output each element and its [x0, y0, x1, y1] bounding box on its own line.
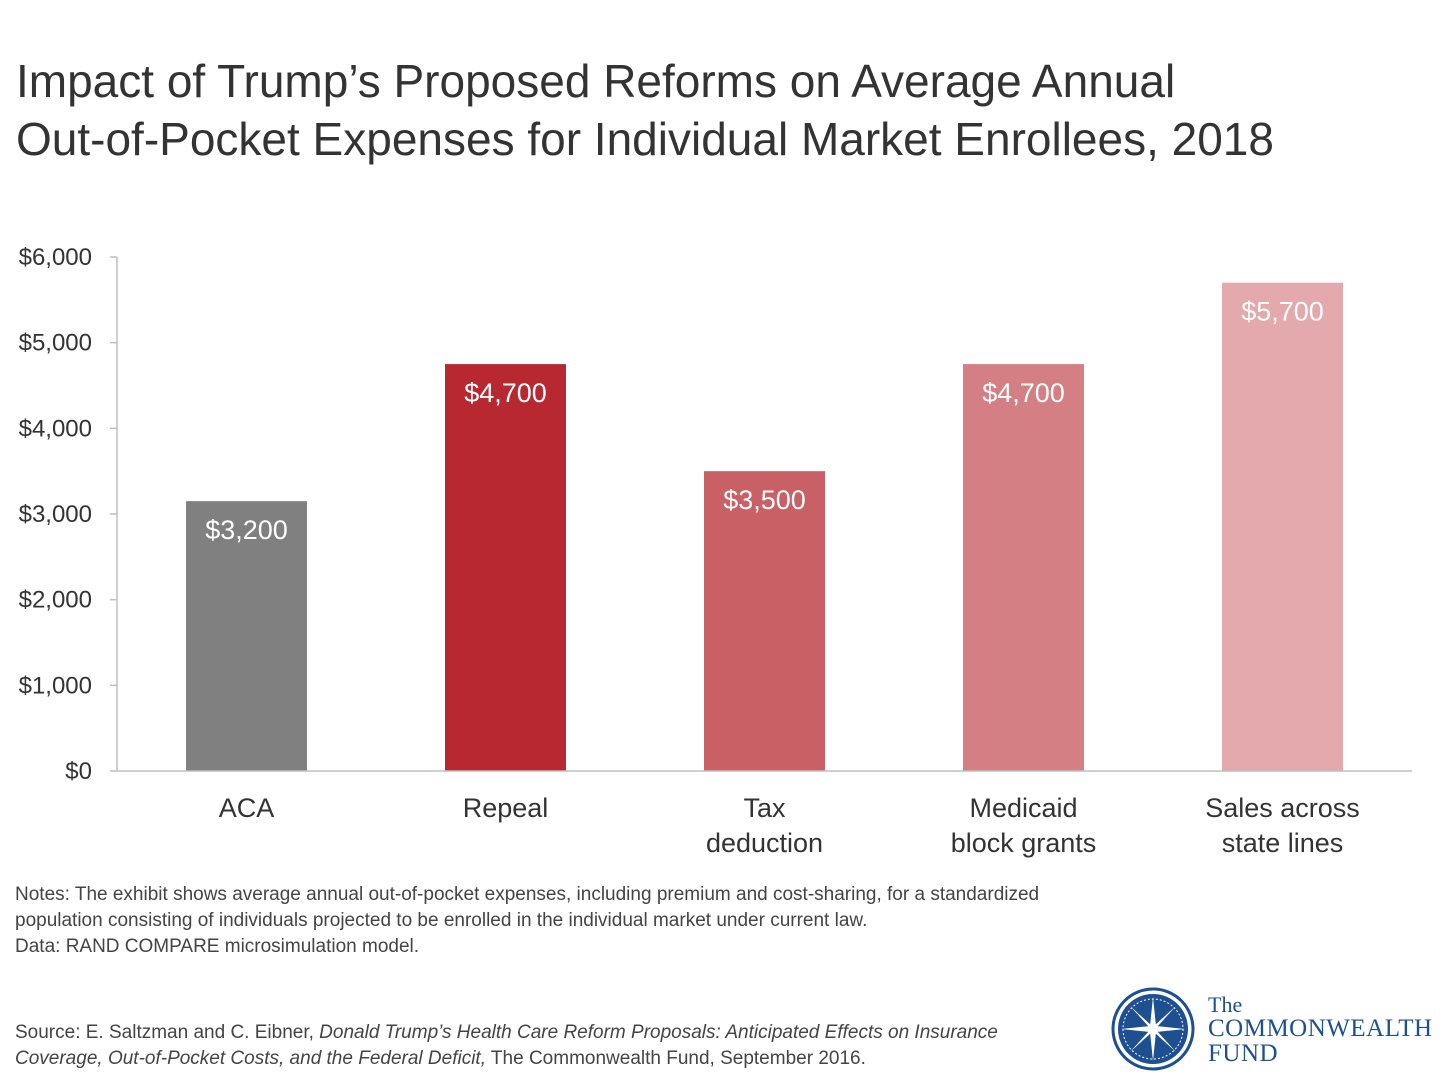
x-category-label: block grants	[951, 828, 1097, 858]
x-category-label: Tax	[743, 793, 786, 823]
y-tick-label: $2,000	[19, 587, 92, 614]
bar	[1222, 282, 1343, 771]
bar-chart: $0 $1,000 $2,000 $3,000 $4,000 $5,000 $6,000 $3…	[19, 244, 1412, 858]
y-tick-label: $1,000	[19, 672, 92, 699]
logo-wordmark: The COMMONWEALTH FUND	[1208, 992, 1433, 1067]
bar-data-label: $4,700	[464, 378, 547, 408]
chart-title-line-1: Impact of Trump’s Proposed Reforms on Av…	[16, 55, 1176, 107]
source-suffix: The Commonwealth Fund, September 2016.	[486, 1048, 866, 1069]
commonwealth-fund-logo: The COMMONWEALTH FUND	[1110, 986, 1433, 1072]
bar-data-label: $3,200	[205, 515, 288, 545]
x-category-label: Repeal	[463, 793, 549, 823]
bar-data-label: $5,700	[1241, 297, 1324, 327]
x-category-label: state lines	[1222, 828, 1344, 858]
bar-data-label: $3,500	[723, 485, 806, 515]
logo-line-1: The	[1208, 992, 1243, 1017]
y-tick-label: $4,000	[19, 415, 92, 442]
x-category-label: deduction	[706, 828, 823, 858]
chart-source: Source: E. Saltzman and C. Eibner, Donal…	[15, 1020, 1075, 1072]
notes-line-1: Notes: The exhibit shows average annual …	[15, 884, 1040, 905]
y-tick-label: $3,000	[19, 501, 92, 528]
y-tick-label: $0	[65, 758, 92, 785]
x-category-label: Sales across	[1205, 793, 1360, 823]
chart-title: Impact of Trump’s Proposed Reforms on Av…	[16, 52, 1416, 168]
bar-data-label: $4,700	[982, 378, 1065, 408]
chart-title-line-2: Out-of-Pocket Expenses for Individual Ma…	[16, 113, 1274, 165]
y-tick-label: $6,000	[19, 244, 92, 271]
y-tick-label: $5,000	[19, 330, 92, 357]
source-title: Donald Trump’s Health Care Reform Propos…	[15, 1022, 998, 1069]
source-prefix: Source: E. Saltzman and C. Eibner,	[15, 1022, 320, 1043]
compass-seal-icon	[1111, 987, 1195, 1071]
bar	[963, 364, 1084, 771]
x-category-label: Medicaid	[969, 793, 1077, 823]
bar	[186, 501, 307, 771]
notes-line-3: Data: RAND COMPARE microsimulation model…	[15, 936, 420, 957]
bar	[445, 364, 566, 771]
bar	[704, 471, 825, 771]
notes-line-2: population consisting of individuals pro…	[15, 910, 868, 931]
chart-notes: Notes: The exhibit shows average annual …	[15, 882, 1115, 960]
logo-line-2: COMMONWEALTH	[1208, 1015, 1433, 1042]
logo-line-3: FUND	[1208, 1040, 1279, 1067]
x-category-label: ACA	[219, 793, 275, 823]
